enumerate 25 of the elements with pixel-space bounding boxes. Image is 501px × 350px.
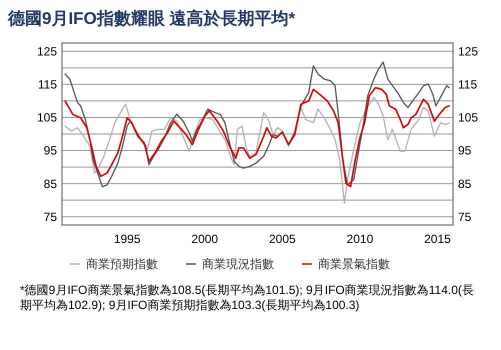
y2-tick-label: 85 (458, 176, 472, 191)
y-tick-label: 85 (44, 176, 58, 191)
y2-tick-label: 95 (458, 144, 472, 158)
line-series (64, 86, 450, 188)
legend-label: 商業景氣指數 (318, 257, 390, 271)
y2-tick-label: 75 (458, 210, 472, 224)
x-tick-label: 2000 (191, 232, 218, 246)
x-tick-label: 2005 (268, 232, 296, 246)
text: *德國9月IFO商業景氣指數為108.5(長期平均為101.5); 9月IFO商業現況指數為114.0(長期平均為102.9); 9月IFO商業預期指數為103.3(長期平均為100.3) (20, 283, 474, 312)
legend-label: 商業現況指數 (202, 257, 274, 271)
x-tick-label: 2015 (424, 232, 452, 246)
y-tick-label: 75 (44, 210, 58, 224)
line-series (64, 96, 450, 204)
y-tick-label: 105 (36, 110, 58, 125)
chart-title: 德國9月IFO指數耀眼 遠高於長期平均* (7, 9, 296, 28)
y-tick-label: 115 (38, 78, 58, 92)
line-series (64, 62, 450, 188)
y-tick-label: 125 (36, 44, 58, 58)
x-tick-label: 1995 (114, 232, 141, 246)
y2-tick-label: 105 (458, 110, 478, 125)
y2-tick-label: 125 (458, 44, 478, 58)
y2-tick-label: 115 (458, 78, 478, 92)
x-tick-label: 2010 (346, 232, 374, 246)
legend-label: 商業預期指數 (86, 257, 158, 271)
y-tick-label: 95 (44, 144, 58, 158)
